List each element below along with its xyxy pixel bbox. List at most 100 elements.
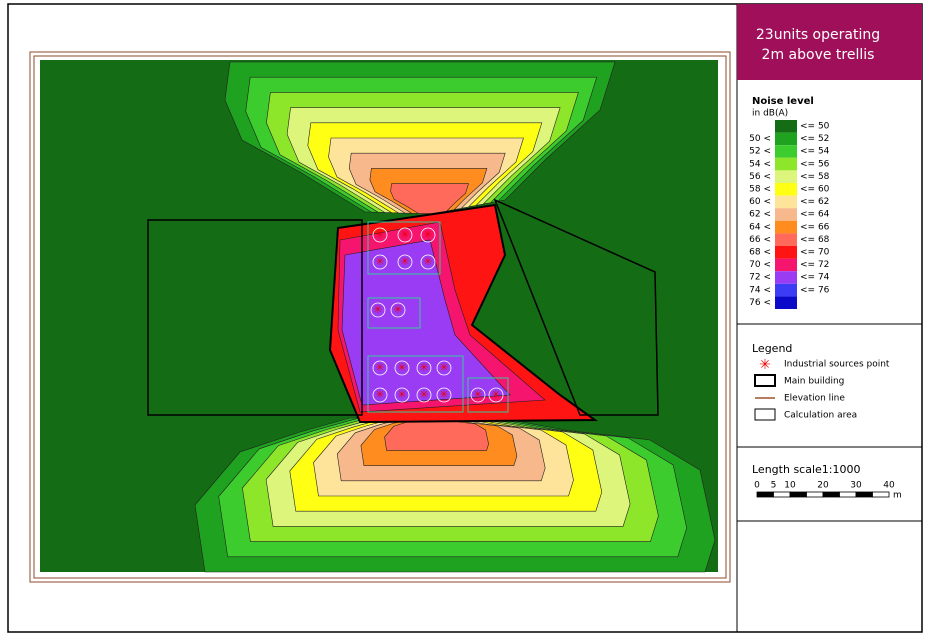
legend-swatch [775,132,797,146]
legend-low: 58 < [749,185,771,195]
area-icon [754,408,776,421]
building-icon [754,374,776,387]
legend-low: 50 < [749,134,771,144]
title-box [737,4,922,80]
legend-item: Elevation line [784,394,845,404]
source-point: ✳ [400,255,409,268]
source-point: ✳ [397,361,406,374]
legend-swatch [775,258,797,272]
source-point: ✳ [439,388,448,401]
scale-segment [839,491,857,498]
legend-high: <= 68 [800,235,830,245]
legend-swatch [775,170,797,183]
legend-high: <= 54 [800,147,830,157]
source-unit [367,355,464,413]
legend-low: 54 < [749,159,771,169]
source-unit [390,302,406,318]
legend-low: 62 < [749,210,771,220]
legend-low: 66 < [749,235,771,245]
legend-unit: in dB(A) [752,109,788,119]
noise-band [341,239,511,406]
scale-tick: 40 [883,481,895,491]
legend-item: Calculation area [784,411,857,421]
legend-low: 60 < [749,197,771,207]
source-unit [372,227,388,243]
scale-segment [872,491,890,498]
legend-low: 72 < [749,273,771,283]
source-unit [397,227,413,243]
source-unit [367,221,441,275]
legend-low: 68 < [749,248,771,258]
legend-high: <= 76 [800,285,830,295]
source-unit [394,360,410,376]
scale-segment [855,491,873,498]
title-line: 23units operating [756,27,880,43]
source-point: ✳ [393,303,402,316]
source-point: ✳ [419,361,428,374]
legend-swatch [775,271,797,284]
legend-low: 56 < [749,172,771,182]
scale-tick: 30 [850,481,862,491]
source-point: ✳ [473,388,482,401]
source-point: ✳ [375,228,384,241]
legend-high: <= 64 [800,210,830,220]
source-icon: ✳ [759,357,771,373]
source-unit [470,387,486,403]
legend-high: <= 74 [800,273,830,283]
map-frame [33,55,727,579]
source-unit [467,377,509,413]
map-frame [29,51,731,583]
legend-high: <= 62 [800,197,829,207]
scale-segment [806,491,824,498]
noise-band [384,419,489,451]
legend-swatch [775,120,797,133]
source-point: ✳ [423,228,432,241]
legend-low: 64 < [749,222,771,232]
source-unit [397,254,413,270]
legend-low: 70 < [749,260,771,270]
source-point: ✳ [373,303,382,316]
source-unit [372,360,388,376]
legend-low: 76 < [749,298,771,308]
legend-high: <= 58 [800,172,830,182]
legend-swatch [775,246,797,259]
legend-swatch [775,195,797,209]
source-unit [420,227,436,243]
main-building [147,219,363,416]
source-point: ✳ [400,228,409,241]
source-unit [367,297,421,329]
legend-title: Noise level [752,96,814,107]
legend-high: <= 66 [800,222,830,232]
source-unit [394,387,410,403]
source-unit [416,360,432,376]
scale-unit: m [893,491,902,501]
source-point: ✳ [491,388,500,401]
scale-segment [822,491,840,498]
scale-segment [789,491,807,498]
scale-tick: 5 [771,481,777,491]
source-unit [372,254,388,270]
scale-segment [756,491,774,498]
legend-swatch [775,220,797,234]
scale-segment [773,491,791,498]
source-point: ✳ [397,388,406,401]
legend-title: Legend [752,342,792,355]
scale-tick: 10 [784,481,796,491]
source-unit [436,387,452,403]
legend-swatch [775,208,797,221]
noise-legend: Noise level in dB(A) <= 50 50 < <= 52 52 < <… [749,96,830,309]
legend-item: Main building [784,377,844,387]
legend-high: <= 60 [800,185,830,195]
legend-item: Industrial sources point [784,360,890,370]
source-unit [488,387,504,403]
legend-high: <= 70 [800,248,830,258]
scale-label: Length scale1:1000 [752,463,860,476]
source-point: ✳ [439,361,448,374]
scale-tick: 0 [754,481,760,491]
source-point: ✳ [423,255,432,268]
source-unit [370,302,386,318]
legend-high: <= 72 [800,260,829,270]
legend-swatch [775,283,797,297]
source-point: ✳ [419,388,428,401]
